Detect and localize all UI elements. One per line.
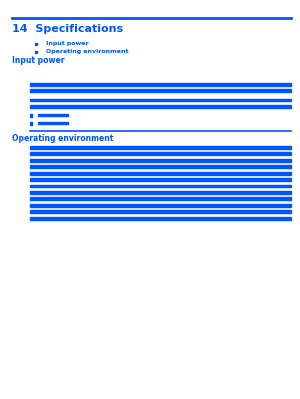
FancyBboxPatch shape: [38, 122, 68, 124]
FancyBboxPatch shape: [30, 217, 291, 219]
FancyBboxPatch shape: [34, 51, 37, 53]
FancyBboxPatch shape: [30, 184, 291, 187]
FancyBboxPatch shape: [30, 146, 291, 149]
Text: Input power: Input power: [12, 56, 64, 65]
FancyBboxPatch shape: [30, 172, 291, 175]
FancyBboxPatch shape: [30, 159, 291, 162]
FancyBboxPatch shape: [30, 204, 291, 207]
FancyBboxPatch shape: [30, 165, 291, 168]
FancyBboxPatch shape: [30, 89, 291, 92]
FancyBboxPatch shape: [30, 114, 32, 117]
Text: 14  Specifications: 14 Specifications: [12, 24, 123, 34]
FancyBboxPatch shape: [30, 198, 291, 200]
FancyBboxPatch shape: [38, 114, 68, 116]
FancyBboxPatch shape: [30, 152, 291, 155]
FancyBboxPatch shape: [30, 178, 291, 181]
FancyBboxPatch shape: [30, 211, 291, 213]
FancyBboxPatch shape: [34, 43, 37, 45]
Text: Input power: Input power: [46, 41, 89, 45]
FancyBboxPatch shape: [30, 191, 291, 194]
FancyBboxPatch shape: [30, 105, 291, 108]
FancyBboxPatch shape: [30, 122, 32, 124]
FancyBboxPatch shape: [30, 83, 291, 86]
Text: Operating environment: Operating environment: [12, 134, 113, 143]
Text: Operating environment: Operating environment: [46, 49, 129, 53]
FancyBboxPatch shape: [30, 99, 291, 101]
